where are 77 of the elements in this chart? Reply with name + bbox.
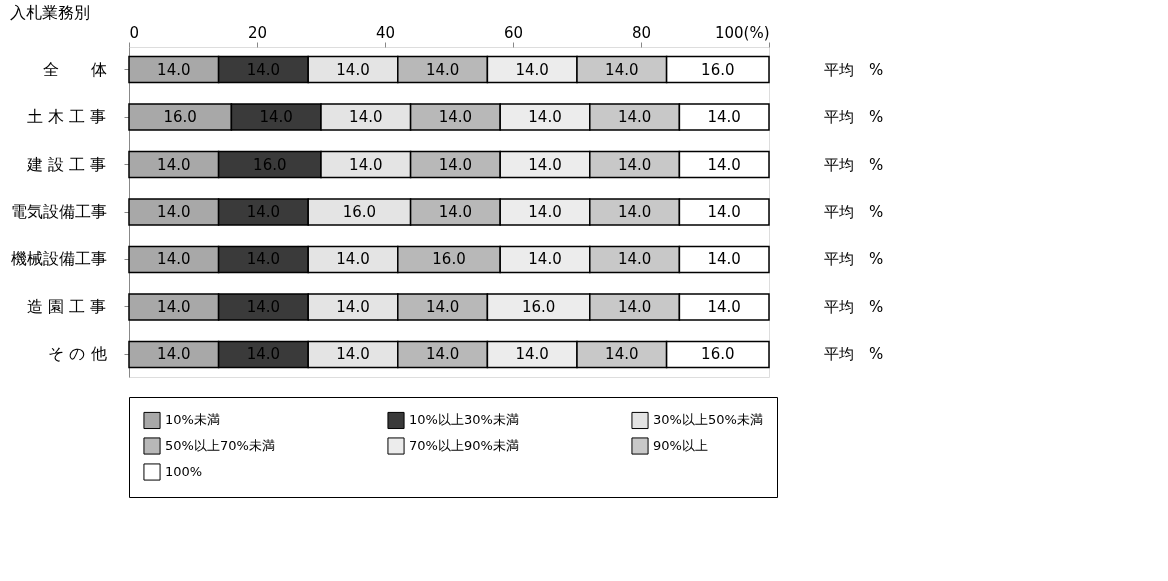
text: 平均 % [824,203,884,221]
data-label: 14.0 [707,155,741,174]
data-label: 14.0 [528,108,562,127]
data-label: 14.0 [157,345,191,364]
data-label: 14.0 [246,250,281,269]
x-tick-label: 40 [375,23,396,42]
data-label: 14.0 [336,60,370,79]
text: 平均 % [824,60,884,79]
data-label: 14.0 [157,297,191,316]
data-label: 14.0 [605,60,639,79]
data-label: 14.0 [605,345,639,364]
data-label: 14.0 [707,297,741,316]
y-tick-label: 機械設備工事 [10,249,107,269]
y-tick-label: 土 木 工 事 [27,107,107,127]
data-label: 14.0 [157,155,191,174]
y-tick-label: 建 設 工 事 [26,154,107,174]
data-label: 16.0 [701,60,735,79]
y-tick-label: そ の 他 [48,344,107,364]
data-label: 14.0 [157,60,191,79]
text: 平均 % [824,155,884,174]
data-label: 14.0 [617,250,652,269]
legend-label: 30%以上50%未満 [653,412,763,428]
data-label: 16.0 [521,297,556,316]
y-tick-label: 電気設備工事 [10,202,107,221]
text: 平均 % [824,250,884,269]
x-tick-label: 60 [503,23,524,42]
data-label: 16.0 [701,345,735,364]
data-label: 14.0 [438,203,473,221]
data-label: 14.0 [515,60,549,79]
text: 平均 % [824,108,884,127]
data-label: 14.0 [336,345,370,364]
data-label: 16.0 [432,250,466,269]
data-label: 16.0 [342,203,377,221]
data-label: 14.0 [528,155,562,174]
text: 平均 % [824,297,884,316]
data-label: 14.0 [515,345,549,364]
data-label: 14.0 [157,203,191,221]
data-label: 14.0 [617,297,652,316]
data-label: 14.0 [528,250,562,269]
y-tick-label: 全 体 [42,59,107,79]
data-label: 14.0 [425,297,460,316]
x-tick-label: 80 [631,23,652,42]
data-label: 14.0 [617,108,652,127]
data-label: 14.0 [246,60,281,79]
data-label: 14.0 [349,155,383,174]
data-label: 14.0 [336,297,370,316]
data-label: 14.0 [425,60,460,79]
data-label: 14.0 [425,345,460,364]
y-tick-label: 造 園 工 事 [27,296,107,316]
data-label: 14.0 [246,203,281,221]
chart-title: 入札業務別 [10,3,90,22]
data-label: 14.0 [349,108,383,127]
data-label: 14.0 [707,203,741,221]
data-label: 16.0 [253,155,287,174]
x-tick-label: 100(%) [714,23,770,42]
legend-label: 10%未満 [165,412,220,428]
legend-label: 70%以上90%未満 [409,438,519,453]
text: 平均 % [824,345,884,364]
x-tick-label: 0 [129,23,140,42]
data-label: 14.0 [617,155,652,174]
data-label: 14.0 [438,155,473,174]
data-label: 14.0 [259,108,293,127]
data-label: 14.0 [617,203,652,221]
data-label: 14.0 [246,345,281,364]
data-label: 14.0 [157,250,191,269]
legend-label: 50%以上70%未満 [165,438,275,453]
x-tick-label: 20 [247,23,268,42]
data-label: 14.0 [707,108,741,127]
legend-label: 10%以上30%未満 [409,412,519,428]
data-label: 14.0 [707,250,741,269]
data-label: 14.0 [528,203,562,221]
legend-label: 90%以上 [653,438,708,453]
data-label: 14.0 [246,297,281,316]
data-label: 14.0 [438,108,473,127]
legend-label: 100% [165,464,203,479]
data-label: 16.0 [163,108,197,127]
data-label: 14.0 [336,250,370,269]
